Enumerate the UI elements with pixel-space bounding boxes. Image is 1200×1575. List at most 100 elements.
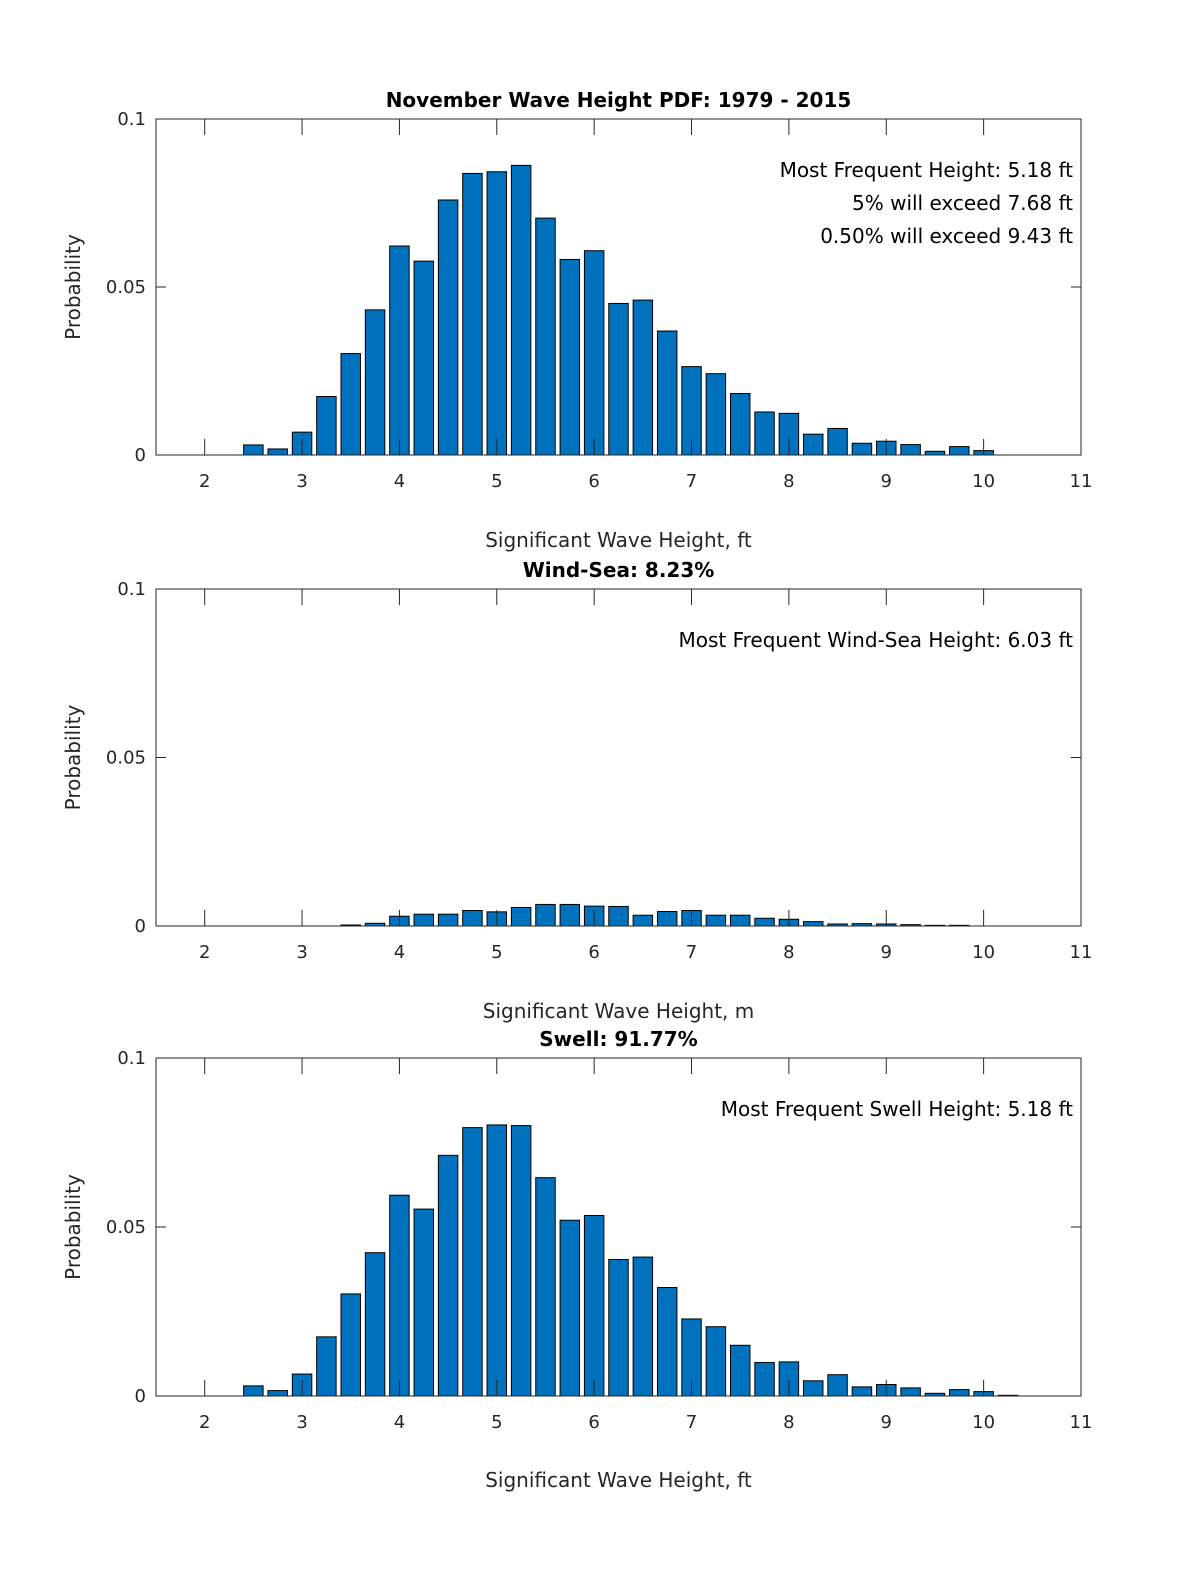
panel1-y-tick-label: 0.1 [117,109,146,130]
panel1-x-tick-label: 4 [394,471,405,492]
panel3-bar [827,1374,848,1397]
panel1-bar [437,199,459,456]
panel2-x-tick-label: 4 [394,942,405,963]
panel3-y-tick-label: 0 [135,1386,146,1407]
panel2-bar [632,914,654,927]
panel2-x-tick-label: 10 [972,942,995,963]
panel1-bar [389,245,410,456]
panel2-bar [535,903,556,927]
panel2-x-tick-label: 8 [783,942,794,963]
panel1-bar [900,444,921,456]
panel3-y-axis-label: Probability [61,1174,85,1280]
panel3-bar [413,1208,434,1397]
panel1-bar [340,353,361,456]
panel3-annotation: Most Frequent Swell Height: 5.18 ft [721,1097,1073,1121]
panel1-bar [827,427,848,456]
panel1-bar [608,302,629,456]
panel3-bar [437,1154,459,1397]
panel3-bar [583,1215,605,1397]
panel2-x-tick-label: 11 [1070,942,1093,963]
panel3-bar [340,1293,361,1397]
panel2-y-tick-label: 0 [135,916,146,937]
panel1-x-tick-label: 8 [783,471,794,492]
panel3-bar [729,1344,751,1397]
panel3-bar [949,1389,970,1397]
panel2-x-tick-label: 9 [881,942,892,963]
panel3-x-tick-label: 5 [491,1412,502,1433]
panel3-x-tick-label: 7 [686,1412,697,1433]
panel1-y-axis-label: Probability [61,234,85,340]
panel3-x-axis-label: Significant Wave Height, ft [485,1468,752,1492]
panel2-bar [754,917,775,927]
panel1-x-tick-label: 5 [491,471,502,492]
panel3-x-tick-label: 9 [881,1412,892,1433]
panel3-bar [486,1124,508,1397]
panel3-bar [510,1125,532,1397]
panel3-bar [705,1326,727,1397]
panel3-x-tick-label: 8 [783,1412,794,1433]
panel3-bar [267,1390,288,1397]
panel1-bar [559,258,581,456]
panel1-bar [924,450,946,456]
panel1-x-tick-label: 2 [199,471,210,492]
panel1-x-tick-label: 10 [972,471,995,492]
panel1-bar [949,446,970,456]
panel3-x-tick-label: 4 [394,1412,405,1433]
panel1-bar [316,396,337,456]
panel3-bar [900,1387,921,1397]
panel1-bar [583,250,605,456]
panel1-bar [705,373,727,456]
panel3-x-tick-label: 6 [588,1412,599,1433]
panel3-bar [389,1194,410,1397]
panel1-x-tick-label: 7 [686,471,697,492]
panel3-bar [462,1127,483,1397]
panel1-bar [267,448,288,456]
panel2-x-tick-label: 2 [199,942,210,963]
panel2-bar [803,921,824,927]
panel2-x-tick-label: 5 [491,942,502,963]
panel1-bar [754,411,775,456]
panel2-bar [437,913,459,927]
panel3-x-tick-label: 2 [199,1412,210,1433]
panel2-y-tick-label: 0.05 [106,748,146,769]
panel1-x-tick-label: 9 [881,471,892,492]
panel3-bar [851,1386,873,1397]
panel1-bar [535,217,556,456]
panel3-bar [656,1287,678,1397]
panel3-bar [608,1258,629,1397]
panel1-annotation: Most Frequent Height: 5.18 ft [780,158,1074,182]
panel3-x-tick-label: 11 [1070,1412,1093,1433]
panel1-bar [243,444,264,456]
panel1-x-axis-label: Significant Wave Height, ft [485,528,752,552]
panel2-bar [462,910,483,927]
panel2-bar [608,905,629,927]
panel1-bar [729,393,751,456]
panel1-x-tick-label: 3 [296,471,307,492]
panel3-title: Swell: 91.77% [539,1027,697,1051]
panel3-bar [632,1256,654,1397]
panel1-bar [486,171,508,456]
panel1-bar [413,260,434,456]
panel1-title: November Wave Height PDF: 1979 - 2015 [386,88,852,112]
panel2-bar [413,913,434,927]
panel3-bar [364,1252,386,1397]
panel1-y-tick-label: 0 [135,445,146,466]
panel1-y-tick-label: 0.05 [106,277,146,298]
panel3-bar [243,1385,264,1397]
panel1-annotation: 5% will exceed 7.68 ft [852,191,1073,215]
panel1-bar [632,299,654,456]
panel3-x-tick-label: 10 [972,1412,995,1433]
panel1-bar [851,442,873,456]
panel2-x-tick-label: 7 [686,942,697,963]
panel3-bar [559,1219,581,1397]
panel2-bar [705,914,727,927]
panel1-bar [803,433,824,456]
panel2-y-axis-label: Probability [61,704,85,810]
panel2-x-axis-label: Significant Wave Height, m [483,999,754,1023]
panel2-bar [510,906,532,927]
panel2-y-tick-label: 0.1 [117,579,146,600]
panel2-bar [656,911,678,927]
panel1-bar [462,172,483,456]
panel2-x-tick-label: 3 [296,942,307,963]
